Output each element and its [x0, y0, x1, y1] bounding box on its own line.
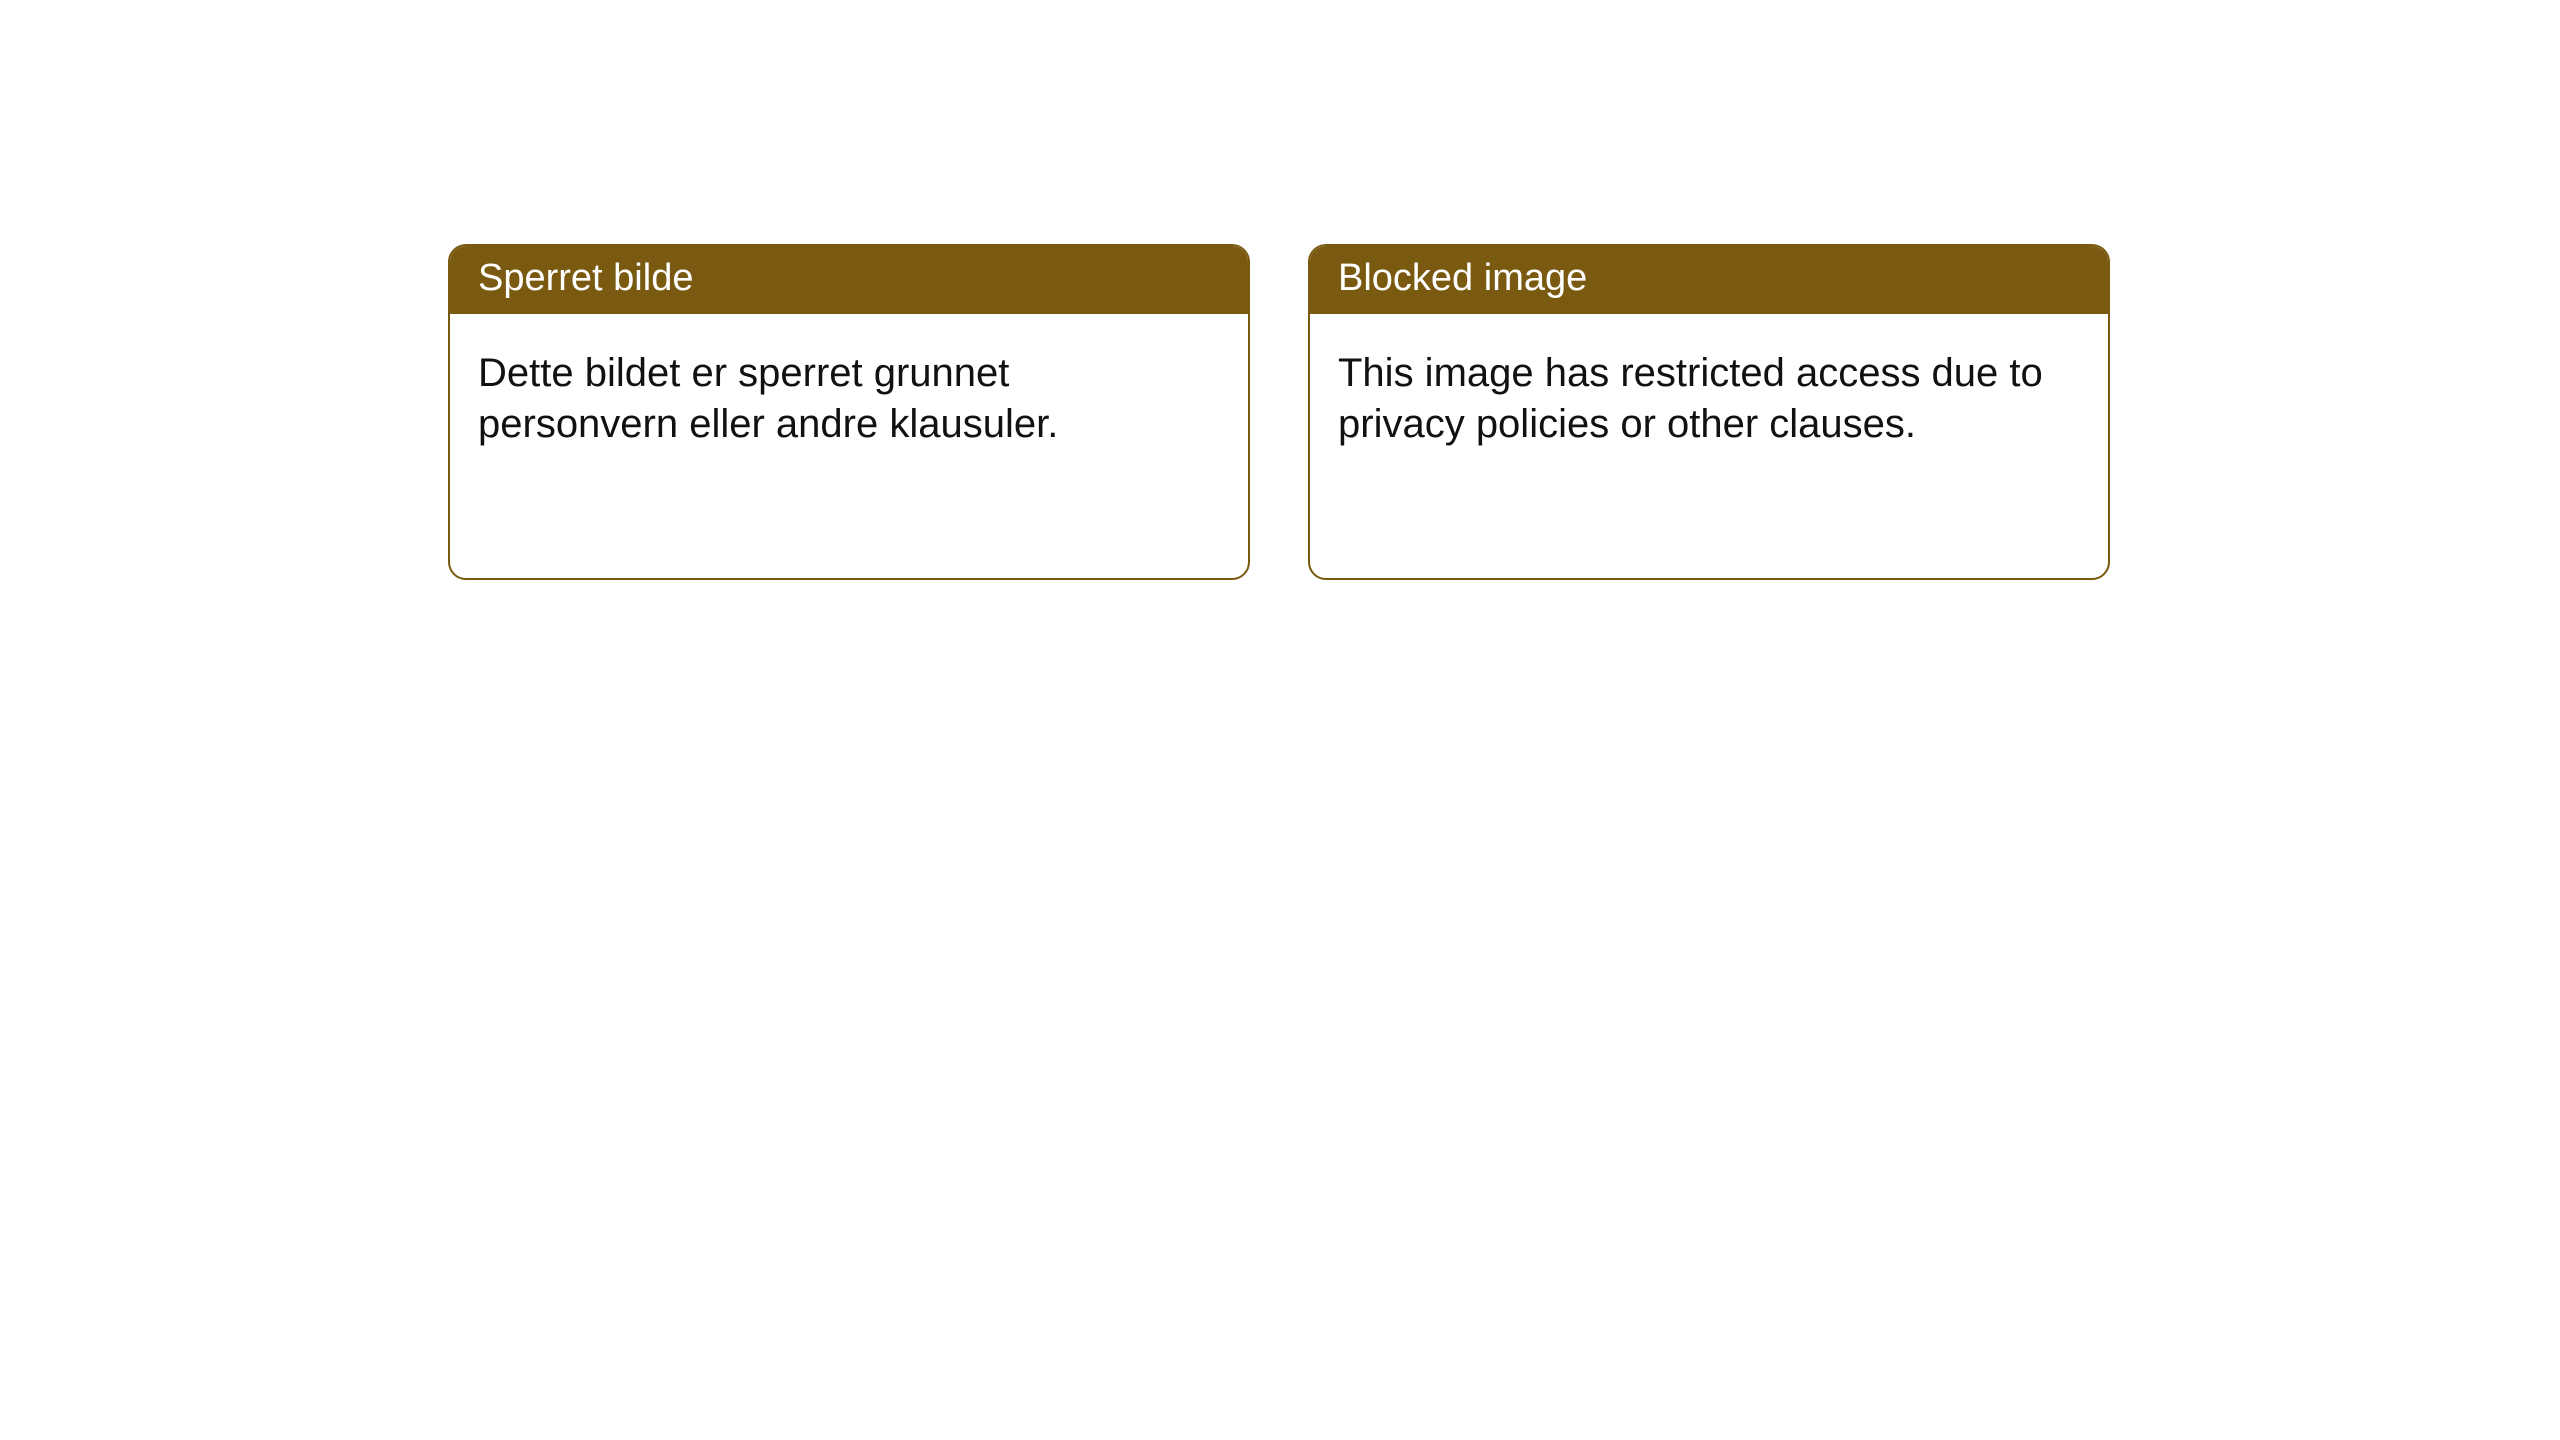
- notice-title: Blocked image: [1310, 246, 2108, 314]
- notice-card-english: Blocked image This image has restricted …: [1308, 244, 2110, 580]
- notice-title: Sperret bilde: [450, 246, 1248, 314]
- notice-body: This image has restricted access due to …: [1310, 314, 2108, 478]
- notice-card-norwegian: Sperret bilde Dette bildet er sperret gr…: [448, 244, 1250, 580]
- notice-body: Dette bildet er sperret grunnet personve…: [450, 314, 1248, 478]
- notices-container: Sperret bilde Dette bildet er sperret gr…: [448, 244, 2560, 580]
